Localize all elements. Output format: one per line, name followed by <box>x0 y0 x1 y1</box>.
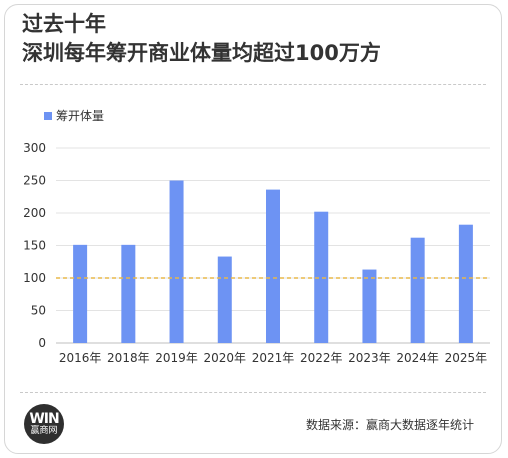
legend-swatch <box>44 111 52 120</box>
x-tick-label: 2018年 <box>107 351 150 365</box>
y-tick-label: 200 <box>23 206 46 220</box>
bar <box>73 244 88 343</box>
x-tick-label: 2024年 <box>396 351 439 365</box>
x-tick-label: 2016年 <box>59 351 102 365</box>
x-tick-label: 2025年 <box>445 351 488 365</box>
logo-mark: WIN <box>29 410 59 427</box>
x-tick-label: 2022年 <box>300 351 343 365</box>
x-tick-label: 2019年 <box>155 351 198 365</box>
x-tick-label: 2021年 <box>252 351 295 365</box>
bar <box>362 269 377 343</box>
y-tick-label: 250 <box>23 174 46 188</box>
bar <box>410 237 425 343</box>
y-tick-label: 150 <box>23 239 46 253</box>
y-tick-label: 50 <box>31 304 46 318</box>
logo-text: 赢商网 <box>30 425 58 436</box>
bar <box>314 211 329 343</box>
chart-title: 过去十年 深圳每年筹开商业体量均超过100万方 <box>22 10 381 68</box>
bar <box>266 189 280 343</box>
title-line-2: 深圳每年筹开商业体量均超过100万方 <box>22 41 381 65</box>
legend: 筹开体量 <box>44 107 104 124</box>
top-divider <box>20 84 486 85</box>
y-tick-label: 300 <box>23 141 46 155</box>
bottom-divider <box>20 392 486 393</box>
bar <box>458 224 473 343</box>
bar <box>217 256 232 343</box>
y-tick-label: 100 <box>23 271 46 285</box>
bar <box>121 244 136 343</box>
x-tick-label: 2023年 <box>348 351 391 365</box>
x-tick-label: 2020年 <box>204 351 247 365</box>
source-note: 数据来源：赢商大数据逐年统计 <box>305 418 474 432</box>
y-tick-label: 0 <box>38 336 46 350</box>
chart-card <box>4 4 502 454</box>
legend-label: 筹开体量 <box>56 109 105 123</box>
bar <box>169 180 184 343</box>
logo: WIN 赢商网 <box>24 404 64 444</box>
title-line-1: 过去十年 <box>22 12 106 36</box>
